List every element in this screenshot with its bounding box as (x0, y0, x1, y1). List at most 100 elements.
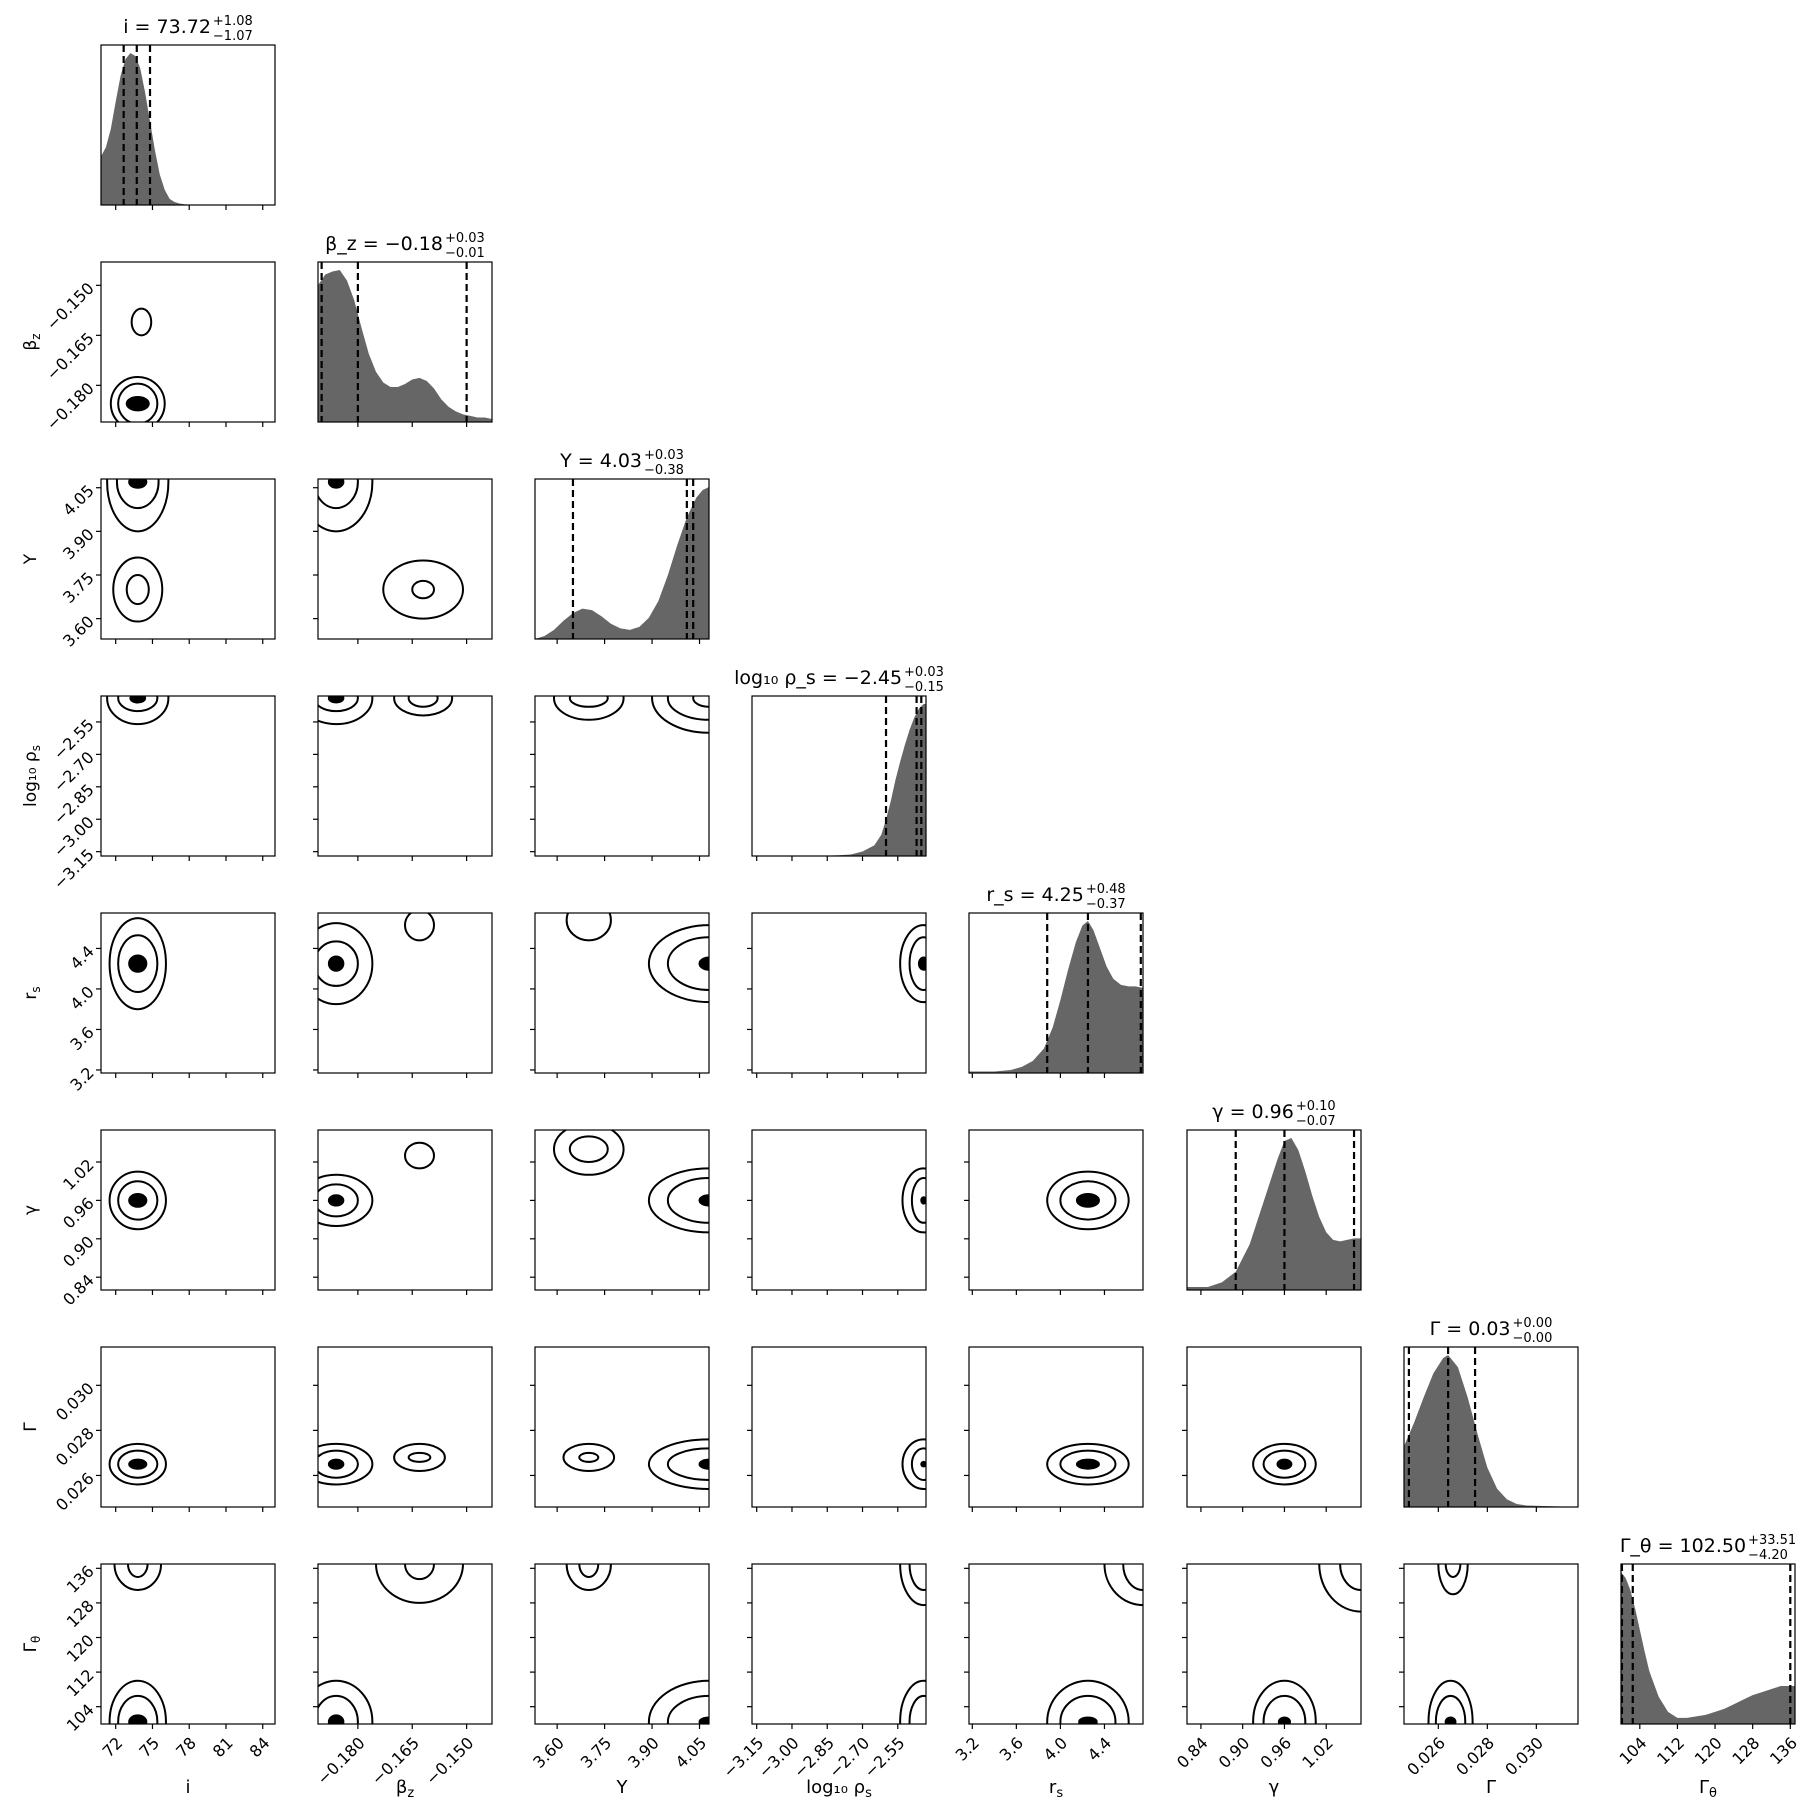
panel-frame-0-0 (100, 44, 276, 206)
contour-level-4-2-1-2 (647, 924, 709, 1004)
histogram-gamma (1187, 1138, 1361, 1290)
contour-level-4-0-0-1 (117, 934, 159, 993)
contour-level-7-0-0-2 (108, 1679, 167, 1724)
panel-frame-6-0 (100, 1346, 276, 1508)
xtick-label-r_s-1: 3.6 (996, 1733, 1027, 1764)
contour-level-3-0-0-2 (106, 696, 170, 726)
contour-level-2-0-0-1 (115, 479, 160, 510)
contour-peak-4-2-1 (698, 956, 709, 971)
contour-level-7-1-0-1 (318, 1694, 359, 1724)
contour-level-7-0-1-0 (126, 1564, 149, 1578)
title-i: i = 73.72 (123, 16, 211, 38)
panel-content-7-7 (1621, 1564, 1795, 1724)
ytick-label-4-2: 3.6 (66, 1023, 97, 1054)
panel-7-7: Γ_θ = 102.50 +33.51−4.20 (1620, 1533, 1796, 1729)
ytick-label-2-2: 3.75 (59, 568, 98, 607)
panel-content-3-3 (752, 696, 926, 856)
panel-frame-7-5 (1186, 1563, 1362, 1725)
contour-peak-4-1-0 (327, 955, 345, 972)
panel-frame-5-5 (1186, 1129, 1362, 1291)
histogram-Y (535, 487, 709, 639)
contour-level-5-3-0-1 (910, 1177, 926, 1224)
contour-level-3-2-1-2 (651, 696, 709, 734)
contour-level-3-2-0-1 (552, 696, 625, 721)
panel-content-6-5 (1252, 1442, 1317, 1486)
histogram-log10_rho_s (752, 704, 926, 856)
panel-5-1 (313, 1129, 493, 1295)
panel-4-3 (747, 912, 927, 1078)
contour-level-7-1-1-1 (375, 1564, 464, 1604)
contour-level-7-2-1-1 (666, 1694, 709, 1724)
contour-level-4-0-0-2 (108, 917, 167, 1011)
contour-level-4-3-0-1 (908, 936, 926, 991)
panel-content-6-4 (1046, 1442, 1130, 1486)
contour-level-3-0-0-1 (117, 696, 159, 713)
ytick-label-4-1: 4.0 (66, 982, 97, 1013)
title-minus-Y: −0.38 (644, 463, 684, 478)
contour-level-5-0-0-2 (108, 1170, 167, 1231)
xaxis-label-sub-Gamma_theta: θ (1709, 1786, 1717, 1801)
panel-content-4-0 (108, 917, 167, 1011)
xtick-label-i-0: 72 (99, 1733, 127, 1761)
contour-level-7-2-0-0 (578, 1564, 600, 1578)
contour-peak-5-0-0 (128, 1193, 148, 1208)
panel-frame-5-2 (534, 1129, 710, 1291)
xtick-label-gamma-3: 1.02 (1298, 1733, 1337, 1772)
title-plus-beta_z: +0.03 (445, 231, 485, 246)
panel-4-1 (313, 912, 493, 1078)
panel-content-5-0 (108, 1170, 167, 1231)
panel-4-0 (96, 912, 276, 1078)
contour-level-4-2-1-1 (666, 936, 709, 991)
ytick-label-2-0: 4.05 (59, 481, 98, 520)
contour-peak-7-2-1 (698, 1716, 709, 1724)
title-log10_rho_s: log₁₀ ρ_s = −2.45 (734, 667, 902, 689)
panel-frame-7-0 (100, 1563, 276, 1725)
contour-level-2-1-0-1 (318, 479, 359, 510)
xtick-label-r_s-2: 4.0 (1040, 1733, 1071, 1764)
ytick-label-7-2: 120 (63, 1631, 98, 1666)
title-beta_z: β_z = −0.18 (325, 233, 443, 255)
panel-content-6-0 (108, 1442, 167, 1486)
contour-level-2-0-1-1 (112, 556, 164, 623)
contour-level-5-3-0-2 (901, 1167, 926, 1234)
title-plus-log10_rho_s: +0.03 (904, 665, 944, 680)
title-minus-i: −1.07 (213, 29, 253, 44)
contour-level-6-3-0-2 (901, 1438, 926, 1490)
xtick-label-Y-1: 3.75 (577, 1733, 616, 1772)
histogram-i (101, 53, 275, 205)
panel-4-4: r_s = 4.25 +0.48−0.37 (968, 882, 1144, 1078)
panel-5-2 (530, 1129, 710, 1295)
contour-level-7-3-0-0 (908, 1694, 926, 1724)
panel-1-1: β_z = −0.18 +0.03−0.01 (317, 231, 493, 427)
contour-peak-6-4-0 (1075, 1458, 1100, 1470)
contour-peak-6-5-0 (1276, 1458, 1293, 1470)
contour-level-2-1-1-0 (411, 579, 435, 600)
contour-level-5-2-0-1 (552, 1130, 625, 1176)
contour-peak-7-4-0 (1078, 1716, 1098, 1724)
panel-frame-6-6 (1403, 1346, 1579, 1508)
panel-2-0 (96, 478, 276, 644)
panel-frame-7-1 (317, 1563, 493, 1725)
panel-5-4 (964, 1129, 1144, 1295)
xaxis-label-beta_z: βz (396, 1777, 415, 1801)
contour-level-6-2-1-1 (666, 1447, 709, 1481)
panel-3-3: log₁₀ ρ_s = −2.45 +0.03−0.15 (734, 665, 944, 861)
panel-frame-3-3 (751, 695, 927, 857)
contour-peak-5-2-1 (698, 1194, 709, 1207)
contour-peak-7-0-0 (128, 1714, 148, 1724)
contour-peak-4-3-0 (917, 956, 926, 971)
contour-level-4-3-0-2 (899, 924, 926, 1004)
panel-content-2-0 (106, 479, 170, 623)
ytick-label-7-0: 136 (63, 1562, 98, 1597)
yaxis-label-3: log₁₀ ρs (21, 745, 43, 807)
panel-frame-7-2 (534, 1563, 710, 1725)
panel-7-2 (530, 1563, 710, 1729)
xaxis-label-Gamma_theta: Γθ (1699, 1777, 1717, 1801)
panel-content-6-2 (562, 1438, 709, 1490)
xtick-label-beta_z-0: −0.180 (313, 1733, 368, 1788)
panel-frame-5-3 (751, 1129, 927, 1291)
panel-frame-1-0 (100, 261, 276, 423)
ytick-label-4-0: 4.4 (66, 942, 97, 973)
contour-level-3-2-0-0 (568, 696, 609, 708)
contour-level-7-6-0-2 (1427, 1679, 1474, 1724)
